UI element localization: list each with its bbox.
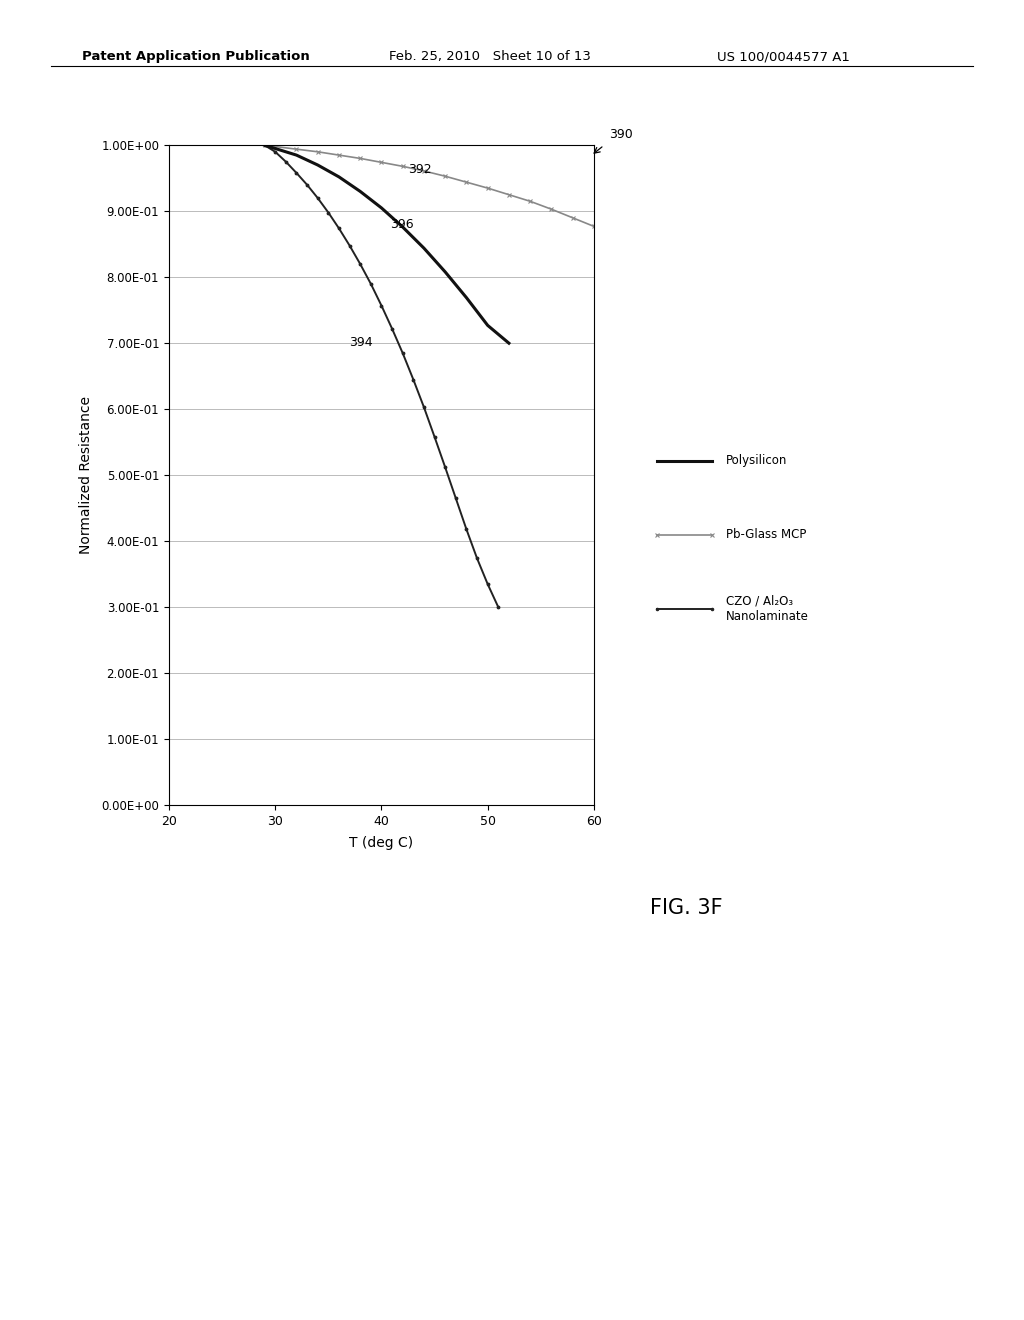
Pb-Glass MCP <box>333 147 345 162</box>
Pb-Glass MCP <box>311 144 324 160</box>
Pb-Glass MCP <box>503 187 515 203</box>
CZO / Al₂O₃
Nanolaminate <box>408 372 420 388</box>
CZO / Al₂O₃
Nanolaminate <box>396 345 409 360</box>
Text: Polysilicon: Polysilicon <box>726 454 787 467</box>
Pb-Glass MCP <box>566 210 579 226</box>
CZO / Al₂O₃
Nanolaminate <box>280 154 292 170</box>
CZO / Al₂O₃
Nanolaminate <box>269 144 282 160</box>
Pb-Glass MCP <box>524 194 537 210</box>
Pb-Glass MCP <box>418 164 430 180</box>
Pb-Glass MCP <box>439 169 452 185</box>
Text: 396: 396 <box>390 218 414 231</box>
Pb-Glass MCP <box>291 141 303 157</box>
CZO / Al₂O₃
Nanolaminate <box>418 399 430 414</box>
Text: US 100/0044577 A1: US 100/0044577 A1 <box>717 50 850 63</box>
Pb-Glass MCP <box>396 158 409 174</box>
Polysilicon <box>354 183 367 199</box>
CZO / Al₂O₃
Nanolaminate <box>481 576 494 591</box>
Text: CZO / Al₂O₃
Nanolaminate: CZO / Al₂O₃ Nanolaminate <box>726 594 809 623</box>
CZO / Al₂O₃
Nanolaminate <box>493 599 505 615</box>
Polysilicon <box>481 318 494 334</box>
CZO / Al₂O₃
Nanolaminate <box>301 177 313 193</box>
Polysilicon <box>396 219 409 235</box>
CZO / Al₂O₃
Nanolaminate <box>365 276 377 292</box>
CZO / Al₂O₃
Nanolaminate <box>450 490 462 506</box>
CZO / Al₂O₃
Nanolaminate <box>343 238 355 253</box>
Pb-Glass MCP <box>375 154 387 170</box>
CZO / Al₂O₃
Nanolaminate <box>291 165 303 181</box>
Polysilicon <box>258 137 270 153</box>
Text: 392: 392 <box>408 162 432 176</box>
CZO / Al₂O₃
Nanolaminate <box>471 550 483 566</box>
CZO / Al₂O₃
Nanolaminate <box>311 190 324 206</box>
Line: Pb-Glass MCP: Pb-Glass MCP <box>262 143 596 228</box>
Polysilicon <box>291 147 303 162</box>
Polysilicon <box>269 141 282 157</box>
Line: CZO / Al₂O₃
Nanolaminate: CZO / Al₂O₃ Nanolaminate <box>262 143 501 610</box>
Y-axis label: Normalized Resistance: Normalized Resistance <box>79 396 93 554</box>
Polysilicon <box>333 169 345 185</box>
CZO / Al₂O₃
Nanolaminate <box>386 321 398 337</box>
CZO / Al₂O₃
Nanolaminate <box>323 205 335 220</box>
Polysilicon <box>418 240 430 256</box>
Polysilicon <box>375 201 387 216</box>
Pb-Glass MCP <box>588 219 600 235</box>
Line: Polysilicon: Polysilicon <box>264 145 509 343</box>
CZO / Al₂O₃
Nanolaminate <box>428 429 440 445</box>
CZO / Al₂O₃
Nanolaminate <box>461 521 473 537</box>
Polysilicon <box>439 264 452 280</box>
Text: Feb. 25, 2010   Sheet 10 of 13: Feb. 25, 2010 Sheet 10 of 13 <box>389 50 591 63</box>
CZO / Al₂O₃
Nanolaminate <box>333 220 345 236</box>
Pb-Glass MCP <box>481 180 494 195</box>
CZO / Al₂O₃
Nanolaminate <box>439 459 452 475</box>
Text: Pb-Glass MCP: Pb-Glass MCP <box>726 528 806 541</box>
CZO / Al₂O₃
Nanolaminate <box>258 137 270 153</box>
Polysilicon <box>461 290 473 306</box>
Text: Patent Application Publication: Patent Application Publication <box>82 50 309 63</box>
CZO / Al₂O₃
Nanolaminate <box>375 298 387 314</box>
CZO / Al₂O₃
Nanolaminate <box>354 256 367 272</box>
Pb-Glass MCP <box>269 139 282 154</box>
Pb-Glass MCP <box>545 201 557 216</box>
Pb-Glass MCP <box>354 150 367 166</box>
Text: FIG. 3F: FIG. 3F <box>650 898 722 917</box>
X-axis label: T (deg C): T (deg C) <box>349 837 414 850</box>
Polysilicon <box>503 335 515 351</box>
Text: 390: 390 <box>609 128 633 141</box>
Text: 394: 394 <box>349 337 373 350</box>
Pb-Glass MCP <box>461 174 473 190</box>
Polysilicon <box>311 157 324 173</box>
Pb-Glass MCP <box>258 137 270 153</box>
